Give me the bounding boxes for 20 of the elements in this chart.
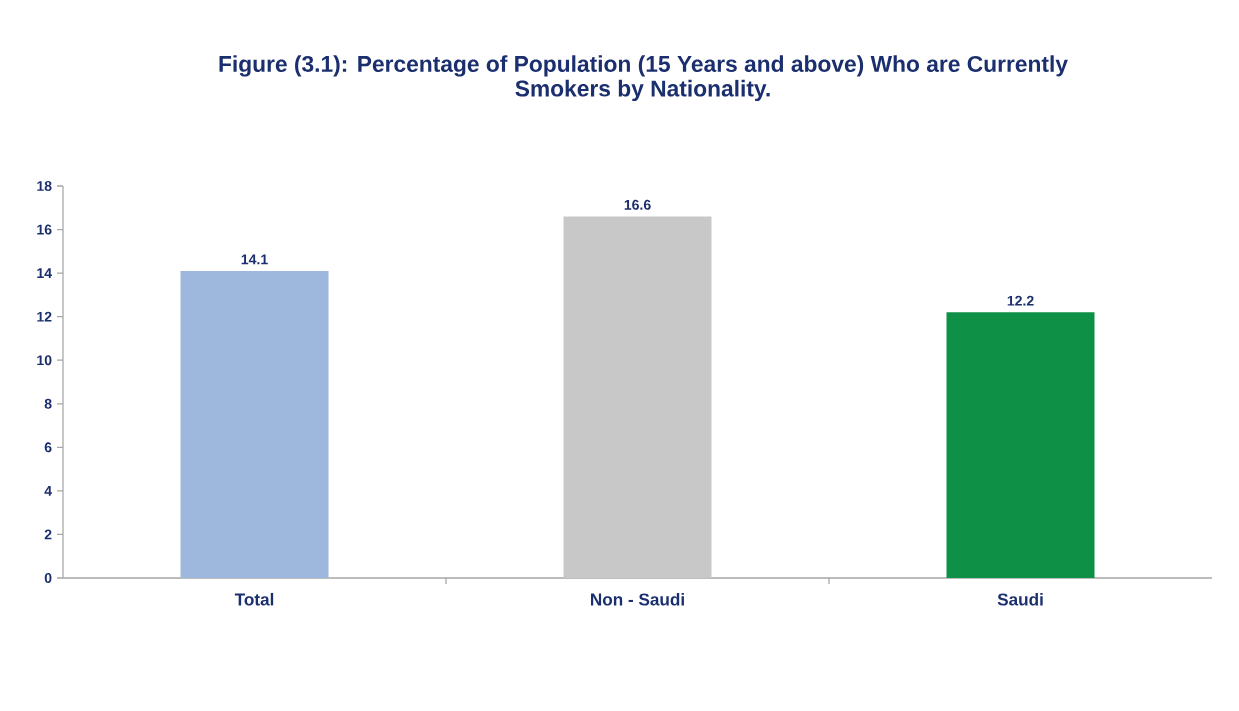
x-tick-label: Non - Saudi: [591, 592, 684, 606]
y-tick-label: 12: [37, 311, 52, 322]
data-label: 16.6: [624, 199, 651, 210]
y-tick-label: 10: [37, 355, 52, 366]
y-tick-label: 14: [37, 268, 52, 278]
y-tick-label: 8: [44, 398, 52, 409]
y-tick-label: 16: [37, 224, 52, 235]
chart-title: Figure (3.1): Percentage of Population (15 Years and above) Who are Currently Smokers by Nationality.: [219, 55, 1068, 102]
x-tick-label: Total: [234, 592, 274, 606]
y-tick-label: 6: [44, 442, 52, 453]
x-tick-label: Saudi: [997, 592, 1043, 606]
data-label: 12.2: [1007, 295, 1034, 306]
y-tick-label: 0: [44, 573, 52, 583]
y-tick-label: 18: [37, 181, 52, 191]
bar: [946, 312, 1095, 578]
y-tick-label: 2: [44, 529, 52, 540]
y-tick-label: 4: [44, 486, 52, 496]
data-label: 14.1: [241, 254, 268, 265]
bar: [563, 216, 712, 578]
bar: [180, 270, 329, 578]
